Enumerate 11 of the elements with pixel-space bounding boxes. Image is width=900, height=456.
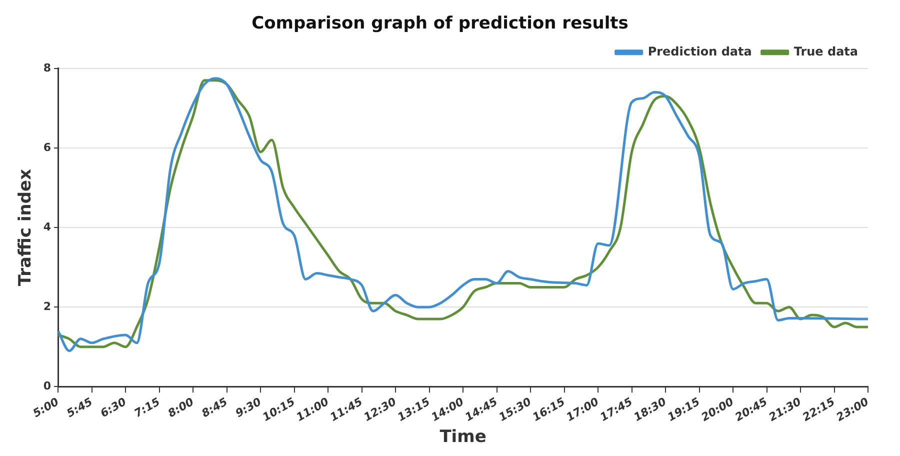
y-tick-label: 4 (43, 220, 52, 234)
x-axis-title: Time (440, 427, 486, 448)
y-tick-label: 8 (43, 61, 52, 74)
y-tick-label: 6 (43, 140, 52, 154)
legend-label: True data (794, 44, 858, 59)
y-tick-label: 0 (43, 380, 52, 393)
y-axis-title: Traffic index (16, 168, 36, 286)
y-tick-label: 2 (43, 300, 52, 313)
chart-title: Comparison graph of prediction results (252, 14, 628, 34)
x-tick-label: 6:30 (98, 395, 129, 420)
legend-label: Prediction data (648, 44, 752, 59)
